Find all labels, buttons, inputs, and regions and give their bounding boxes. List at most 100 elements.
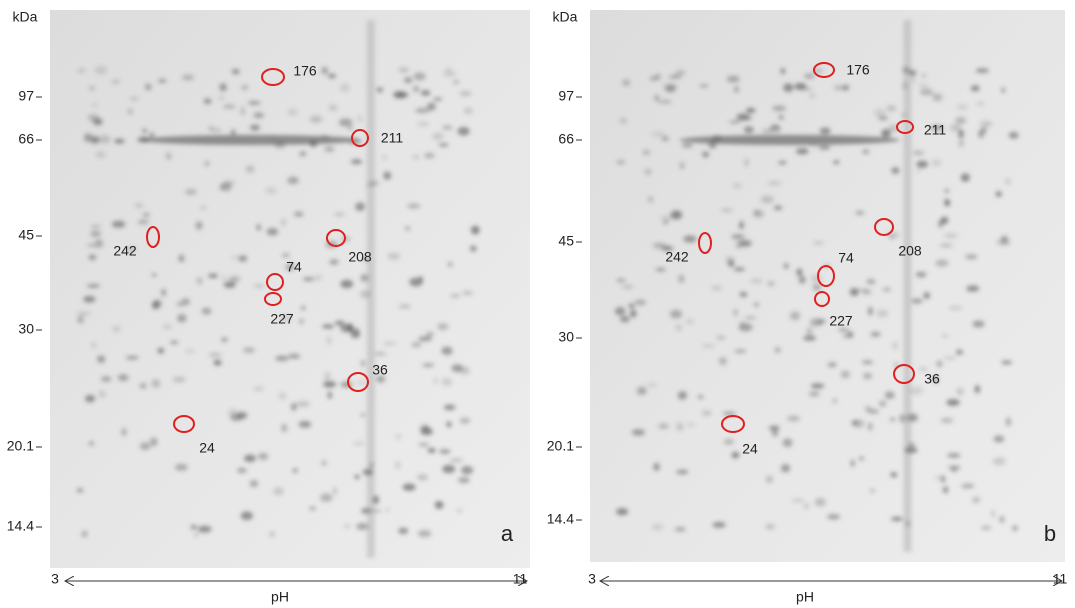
protein-spot xyxy=(222,275,227,282)
protein-spot xyxy=(443,70,456,77)
protein-spot xyxy=(768,425,780,431)
protein-spot xyxy=(253,284,265,288)
protein-spot xyxy=(402,483,416,491)
protein-spot xyxy=(916,160,929,168)
protein-spot xyxy=(181,74,195,81)
protein-spot xyxy=(941,475,946,483)
protein-spot xyxy=(230,129,236,136)
protein-spot xyxy=(81,530,88,538)
protein-spot xyxy=(678,274,685,284)
protein-spot xyxy=(469,245,477,252)
protein-spot xyxy=(622,284,634,290)
protein-spot xyxy=(218,95,225,101)
protein-spot xyxy=(425,331,434,337)
spot-outline xyxy=(146,226,160,248)
protein-spot xyxy=(783,263,789,270)
protein-spot xyxy=(861,360,874,364)
protein-spot xyxy=(726,75,740,83)
protein-spot xyxy=(290,402,297,411)
protein-spot xyxy=(965,254,978,260)
protein-spot xyxy=(203,98,212,105)
protein-spot xyxy=(313,274,323,281)
protein-spot xyxy=(847,331,853,337)
protein-spot xyxy=(77,311,91,316)
protein-spot xyxy=(649,76,658,81)
protein-spot xyxy=(197,525,212,533)
protein-spot xyxy=(1001,360,1013,365)
protein-spot xyxy=(324,372,331,381)
ph-start: 3 xyxy=(588,571,596,587)
protein-spot xyxy=(412,155,420,159)
protein-spot xyxy=(230,414,243,422)
protein-spot xyxy=(798,275,806,284)
spot-label: 208 xyxy=(898,243,922,259)
protein-spot xyxy=(244,454,256,463)
protein-spot xyxy=(416,474,429,481)
protein-spot xyxy=(360,359,366,367)
protein-spot xyxy=(411,342,422,348)
protein-spot xyxy=(208,353,222,357)
band xyxy=(141,135,362,145)
protein-spot xyxy=(309,115,323,123)
spot-label: 211 xyxy=(381,130,404,146)
protein-spot xyxy=(459,417,471,424)
protein-spot xyxy=(960,483,975,489)
protein-spot xyxy=(629,309,637,318)
protein-spot xyxy=(855,211,865,215)
y-unit: kDa xyxy=(553,9,578,25)
protein-spot xyxy=(232,255,238,260)
protein-spot xyxy=(457,477,470,484)
protein-spot xyxy=(866,278,876,285)
protein-spot xyxy=(302,277,314,281)
protein-spot xyxy=(773,205,783,210)
protein-spot xyxy=(783,83,794,92)
spot-outline xyxy=(896,120,914,134)
protein-spot xyxy=(803,335,816,341)
protein-spot xyxy=(946,399,960,406)
protein-spot xyxy=(137,136,150,143)
protein-spot xyxy=(309,140,318,148)
protein-spot xyxy=(384,507,390,513)
protein-spot xyxy=(320,493,333,502)
protein-spot xyxy=(285,263,296,271)
protein-spot xyxy=(185,349,195,353)
protein-spot xyxy=(396,434,401,439)
protein-spot xyxy=(993,435,1005,443)
protein-spot xyxy=(918,83,929,89)
protein-spot xyxy=(922,291,930,300)
ph-end: 11 xyxy=(1053,571,1068,587)
protein-spot xyxy=(739,220,744,230)
protein-spot xyxy=(902,66,910,74)
spot-outline xyxy=(721,415,745,433)
protein-spot xyxy=(870,331,881,337)
protein-spot xyxy=(840,370,851,379)
protein-spot xyxy=(424,152,435,159)
protein-spot xyxy=(126,247,137,252)
protein-spot xyxy=(299,318,304,324)
protein-spot xyxy=(240,511,253,521)
protein-spot xyxy=(999,516,1005,523)
protein-spot xyxy=(434,500,444,509)
protein-spot xyxy=(363,257,368,262)
protein-spot xyxy=(778,115,784,120)
protein-spot xyxy=(658,100,672,104)
protein-spot xyxy=(137,219,149,225)
protein-spot xyxy=(309,506,317,511)
protein-spot xyxy=(248,101,261,105)
protein-spot xyxy=(88,254,97,260)
protein-spot xyxy=(1005,417,1012,427)
protein-spot xyxy=(449,458,464,463)
protein-spot xyxy=(170,340,179,345)
protein-spot xyxy=(1008,131,1019,139)
protein-spot xyxy=(739,291,748,298)
protein-spot xyxy=(125,356,139,360)
protein-spot xyxy=(663,220,669,224)
protein-spot xyxy=(753,209,764,218)
protein-spot xyxy=(616,278,626,283)
protein-spot xyxy=(739,320,745,327)
protein-spot xyxy=(200,206,207,210)
protein-spot xyxy=(778,160,787,165)
gel-spots xyxy=(76,20,480,558)
protein-spot xyxy=(249,124,260,131)
protein-spot xyxy=(281,423,288,433)
